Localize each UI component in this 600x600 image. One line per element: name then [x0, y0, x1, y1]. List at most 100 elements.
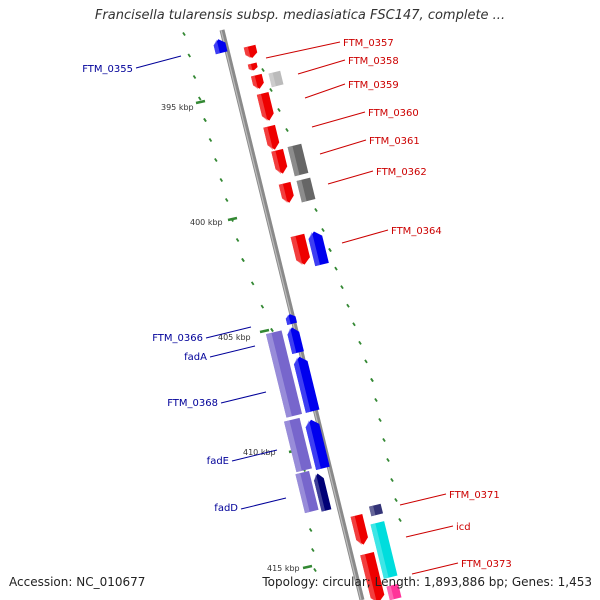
minor-tick: [203, 118, 207, 122]
minor-tick: [270, 328, 274, 332]
ftm-0368-label[interactable]: FTM_0368: [167, 398, 218, 409]
minor-tick: [394, 498, 398, 502]
minor-tick: [358, 340, 362, 345]
gene-fada-purple[interactable]: [265, 330, 303, 418]
ftm-0359-leader: [304, 83, 346, 99]
major-tick: [227, 216, 238, 222]
ftm-0364-leader: [341, 229, 389, 244]
gene-ftm-0361[interactable]: [263, 124, 280, 151]
gene-fadd-purple[interactable]: [295, 470, 319, 514]
icd-leader: [405, 525, 454, 538]
fadd-leader: [240, 497, 287, 510]
fadd-label[interactable]: fadD: [214, 503, 238, 514]
scale-label: 400 kbp: [190, 218, 223, 227]
minor-tick: [313, 568, 317, 572]
scale-ticks: 395 kbp 400 kbp 405 kbp 410 kbp 415 kbp: [161, 32, 402, 573]
ftm-0357-leader: [265, 41, 341, 59]
ftm-0368-leader: [220, 391, 267, 404]
minor-tick: [314, 208, 318, 212]
minor-tick: [370, 378, 374, 382]
ftm-0373-leader: [411, 562, 459, 575]
ftm-0371-leader: [399, 493, 447, 506]
gene-ftm-0361b[interactable]: [271, 148, 288, 175]
ftm-0357-label[interactable]: FTM_0357: [343, 38, 394, 49]
ftm-0355-label[interactable]: FTM_0355: [82, 64, 133, 75]
ftm-0361-label[interactable]: FTM_0361: [369, 136, 420, 147]
gene-ftm-0366[interactable]: [285, 313, 298, 326]
scale-label: 405 kbp: [218, 333, 251, 342]
minor-tick: [398, 518, 402, 522]
fada-label[interactable]: fadA: [184, 352, 207, 363]
minor-tick: [214, 158, 218, 162]
gene-fade-blue[interactable]: [304, 418, 330, 470]
minor-tick: [378, 418, 382, 422]
ftm-0358-label[interactable]: FTM_0358: [348, 56, 399, 67]
minor-tick: [198, 96, 202, 101]
gene-ftm-0357[interactable]: [243, 44, 259, 60]
ftm-0362-leader: [327, 170, 374, 185]
gene-gray-3[interactable]: [296, 177, 316, 203]
scale-label: 410 kbp: [243, 448, 276, 457]
minor-tick: [187, 53, 191, 58]
gene-gray-1[interactable]: [268, 70, 284, 88]
gene-ftm-0371[interactable]: [350, 514, 370, 546]
ftm-0359-label[interactable]: FTM_0359: [348, 80, 399, 91]
ftm-0373-label[interactable]: FTM_0373: [461, 559, 512, 570]
gene-gray-2[interactable]: [287, 143, 309, 177]
gene-icd[interactable]: [370, 521, 398, 579]
minor-tick: [277, 108, 281, 112]
gene-fadd-dark[interactable]: [313, 472, 332, 512]
gene-ftm-0373[interactable]: [360, 552, 386, 600]
gene-ftm-0360[interactable]: [256, 91, 275, 122]
gene-ftm-0362[interactable]: [278, 181, 295, 204]
minor-tick: [374, 398, 378, 402]
minor-tick: [334, 266, 338, 271]
minor-tick: [235, 238, 240, 242]
gene-ftm-0364-rev[interactable]: [307, 230, 329, 267]
scale-label: 415 kbp: [267, 564, 300, 573]
minor-tick: [261, 68, 265, 72]
icd-label[interactable]: icd: [456, 522, 471, 533]
ftm-0362-label[interactable]: FTM_0362: [376, 167, 427, 178]
fada-leader: [209, 345, 256, 358]
minor-tick: [390, 478, 394, 482]
minor-tick: [321, 228, 325, 232]
gene-icd-cap[interactable]: [368, 503, 384, 517]
ftm-0366-label[interactable]: FTM_0366: [152, 333, 203, 344]
ftm-0360-leader: [311, 111, 366, 128]
minor-tick: [328, 248, 332, 252]
ftm-0361-leader: [319, 139, 367, 155]
minor-tick: [285, 128, 289, 132]
ftm-0364-label[interactable]: FTM_0364: [391, 226, 442, 237]
minor-tick: [250, 281, 255, 286]
gene-ftm-0358[interactable]: [247, 62, 258, 72]
gene-pink[interactable]: [386, 583, 402, 600]
minor-tick: [386, 458, 390, 462]
ftm-0366-leader: [205, 326, 252, 339]
gene-ftm-0368-blue[interactable]: [293, 355, 320, 413]
minor-tick: [364, 359, 368, 364]
minor-tick: [260, 304, 265, 309]
gene-ftm-0359[interactable]: [250, 73, 265, 90]
minor-tick: [241, 258, 245, 262]
accession-text: Accession: NC_010677: [9, 575, 146, 589]
scale-label: 395 kbp: [161, 103, 194, 112]
minor-tick: [219, 178, 224, 182]
minor-tick: [269, 88, 273, 92]
ftm-0360-label[interactable]: FTM_0360: [368, 108, 419, 119]
gene-fade-purple[interactable]: [284, 417, 312, 473]
gene-features: [213, 38, 402, 600]
ftm-0371-label[interactable]: FTM_0371: [449, 490, 500, 501]
minor-tick: [182, 32, 186, 36]
minor-tick: [382, 438, 386, 442]
ftm-0358-leader: [297, 59, 346, 75]
gene-ftm-0355[interactable]: [213, 38, 228, 55]
minor-tick: [340, 285, 344, 290]
gene-ftm-0364[interactable]: [290, 233, 312, 266]
major-tick: [302, 564, 313, 570]
fade-label[interactable]: fadE: [207, 456, 229, 467]
major-tick: [259, 328, 270, 334]
major-tick: [195, 99, 206, 105]
gene-fada-blue[interactable]: [286, 326, 304, 355]
